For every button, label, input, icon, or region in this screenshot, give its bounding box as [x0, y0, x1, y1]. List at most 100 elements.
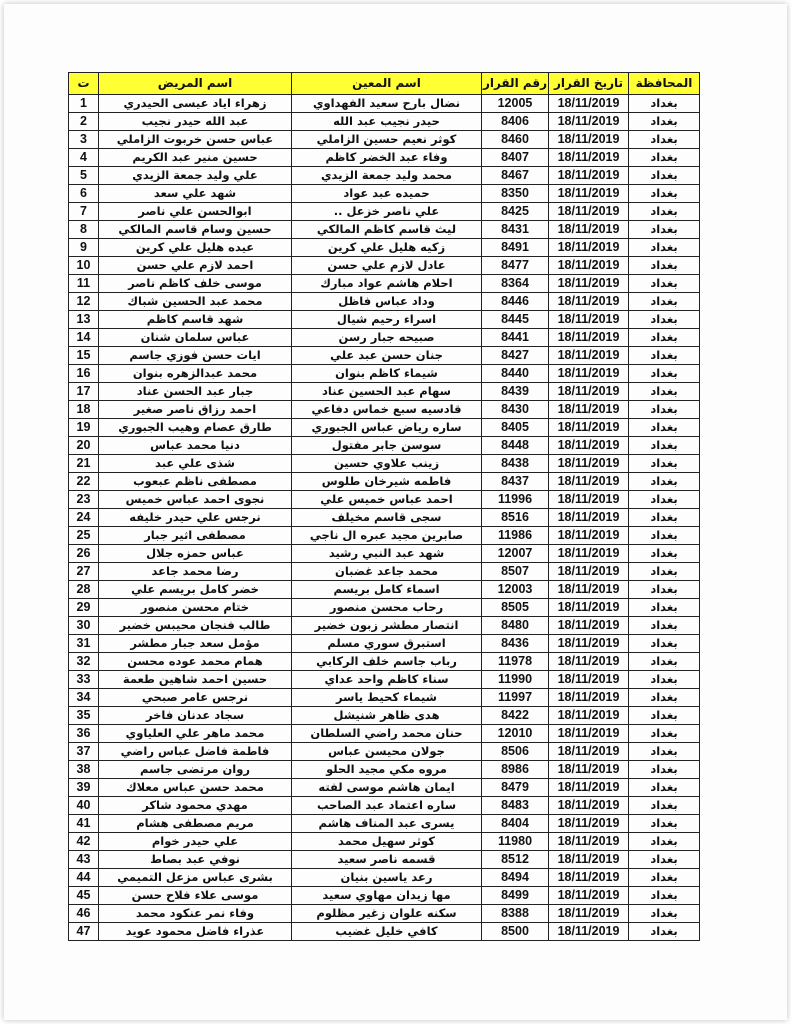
helper-name-cell: علي ناصر خزعل ..	[291, 202, 482, 221]
helper-name-cell: نضال بارح سعيد الفهداوي	[291, 94, 482, 113]
sequence-cell: 12	[68, 292, 99, 311]
decision-number-cell: 8506	[481, 742, 549, 761]
governorate-cell: بغداد	[628, 706, 700, 725]
helper-name-cell: صبيحه جبار رسن	[291, 328, 482, 347]
decision-date-cell: 18/11/2019	[548, 328, 629, 347]
decision-date-cell: 18/11/2019	[548, 166, 629, 185]
decision-number-cell: 11990	[481, 670, 549, 689]
decision-number-cell: 8494	[481, 868, 549, 887]
patient-name-cell: طالب فنجان محيبس خضير	[98, 616, 292, 635]
governorate-cell: بغداد	[628, 148, 700, 167]
decision-number-cell: 12010	[481, 724, 549, 743]
helper-name-cell: كافي خليل غضيب	[291, 922, 482, 941]
governorate-cell: بغداد	[628, 202, 700, 221]
decision-date-cell: 18/11/2019	[548, 652, 629, 671]
decision-date-cell: 18/11/2019	[548, 94, 629, 113]
table-row: بغداد 18/11/2019 12003 اسماء كامل بريسم خضر …	[68, 580, 700, 599]
table-header-row: المحافظة تاريخ القرار رقم القرار اسم الم…	[68, 72, 700, 95]
decision-date-cell: 18/11/2019	[548, 598, 629, 617]
decision-date-cell: 18/11/2019	[548, 796, 629, 815]
decision-date-cell: 18/11/2019	[548, 274, 629, 293]
decision-number-cell: 8491	[481, 238, 549, 257]
decision-number-cell: 8406	[481, 112, 549, 131]
decision-date-cell: 18/11/2019	[548, 436, 629, 455]
patient-name-cell: بشرى عباس مزعل التميمي	[98, 868, 292, 887]
decision-number-cell: 8438	[481, 454, 549, 473]
governorate-cell: بغداد	[628, 220, 700, 239]
patient-name-cell: خضر كامل بريسم علي	[98, 580, 292, 599]
helper-name-cell: احمد عباس خميس علي	[291, 490, 482, 509]
sequence-cell: 37	[68, 742, 99, 761]
governorate-cell: بغداد	[628, 562, 700, 581]
patient-name-cell: حسين احمد شاهين طعمة	[98, 670, 292, 689]
governorate-cell: بغداد	[628, 238, 700, 257]
patient-name-cell: مصطفى ناظم عبعوب	[98, 472, 292, 491]
patient-name-cell: همام محمد عوده محسن	[98, 652, 292, 671]
helper-name-cell: ساره رياض عباس الجبوري	[291, 418, 482, 437]
helper-name-cell: شهد عبد النبي رشيد	[291, 544, 482, 563]
helper-name-cell: انتصار مطشر زبون خضير	[291, 616, 482, 635]
patient-name-cell: عباس سلمان شنان	[98, 328, 292, 347]
decision-date-cell: 18/11/2019	[548, 814, 629, 833]
governorate-cell: بغداد	[628, 328, 700, 347]
decision-number-cell: 8499	[481, 886, 549, 905]
table-row: بغداد 18/11/2019 8460 كوثر نعيم حسين الزامل…	[68, 130, 700, 149]
decision-date-cell: 18/11/2019	[548, 472, 629, 491]
governorate-cell: بغداد	[628, 508, 700, 527]
governorate-cell: بغداد	[628, 400, 700, 419]
patient-name-cell: حسين وسام قاسم المالكي	[98, 220, 292, 239]
governorate-cell: بغداد	[628, 598, 700, 617]
patient-name-cell: شهد قاسم كاظم	[98, 310, 292, 329]
governorate-cell: بغداد	[628, 346, 700, 365]
governorate-cell: بغداد	[628, 688, 700, 707]
decision-date-cell: 18/11/2019	[548, 202, 629, 221]
governorate-cell: بغداد	[628, 544, 700, 563]
decision-date-cell: 18/11/2019	[548, 742, 629, 761]
table-row: بغداد 18/11/2019 8388 سكنه علوان زغير مظلوم…	[68, 904, 700, 923]
sequence-cell: 6	[68, 184, 99, 203]
governorate-cell: بغداد	[628, 112, 700, 131]
sequence-cell: 28	[68, 580, 99, 599]
helper-name-cell: احلام هاشم عواد مبارك	[291, 274, 482, 293]
helper-name-cell: حميده عبد عواد	[291, 184, 482, 203]
sequence-cell: 1	[68, 94, 99, 113]
decision-date-cell: 18/11/2019	[548, 184, 629, 203]
helper-name-cell: قسمه ناصر سعيد	[291, 850, 482, 869]
helper-name-cell: وداد عباس فاظل	[291, 292, 482, 311]
helper-name-cell: محمد جاعد غضبان	[291, 562, 482, 581]
patient-name-cell: نرجس علي حيدر خليفه	[98, 508, 292, 527]
table-row: بغداد 18/11/2019 8350 حميده عبد عواد شهد علي…	[68, 184, 700, 203]
decision-number-cell: 8516	[481, 508, 549, 527]
helper-name-cell: ايمان هاشم موسى لفته	[291, 778, 482, 797]
table-row: بغداد 18/11/2019 8483 ساره اعتماد عبد الصاح…	[68, 796, 700, 815]
governorate-cell: بغداد	[628, 490, 700, 509]
sequence-cell: 36	[68, 724, 99, 743]
helper-name-cell: ساره اعتماد عبد الصاحب	[291, 796, 482, 815]
governorate-cell: بغداد	[628, 292, 700, 311]
sequence-cell: 18	[68, 400, 99, 419]
governorate-cell: بغداد	[628, 724, 700, 743]
decision-date-cell: 18/11/2019	[548, 562, 629, 581]
sequence-cell: 39	[68, 778, 99, 797]
governorate-cell: بغداد	[628, 868, 700, 887]
helper-name-cell: اسراء رحيم شيال	[291, 310, 482, 329]
helper-name-cell: زكيه هليل علي كرين	[291, 238, 482, 257]
decision-number-cell: 8440	[481, 364, 549, 383]
patient-name-cell: دنيا محمد عباس	[98, 436, 292, 455]
decision-date-cell: 18/11/2019	[548, 346, 629, 365]
decision-number-cell: 8407	[481, 148, 549, 167]
helper-name-cell: مها زيدان مهاوي سعيد	[291, 886, 482, 905]
sequence-cell: 21	[68, 454, 99, 473]
decision-number-cell: 8439	[481, 382, 549, 401]
table-row: بغداد 18/11/2019 8405 ساره رياض عباس الجبور…	[68, 418, 700, 437]
table-row: بغداد 18/11/2019 8422 هدى ظاهر شنيشل سجاد عد…	[68, 706, 700, 725]
decision-date-cell: 18/11/2019	[548, 670, 629, 689]
patient-name-cell: فاطمة فاضل عباس راضي	[98, 742, 292, 761]
sequence-cell: 40	[68, 796, 99, 815]
decision-number-cell: 8388	[481, 904, 549, 923]
sequence-cell: 15	[68, 346, 99, 365]
decision-date-cell: 18/11/2019	[548, 364, 629, 383]
sequence-cell: 19	[68, 418, 99, 437]
patient-name-cell: مصطفى اثير جبار	[98, 526, 292, 545]
decision-date-cell: 18/11/2019	[548, 526, 629, 545]
